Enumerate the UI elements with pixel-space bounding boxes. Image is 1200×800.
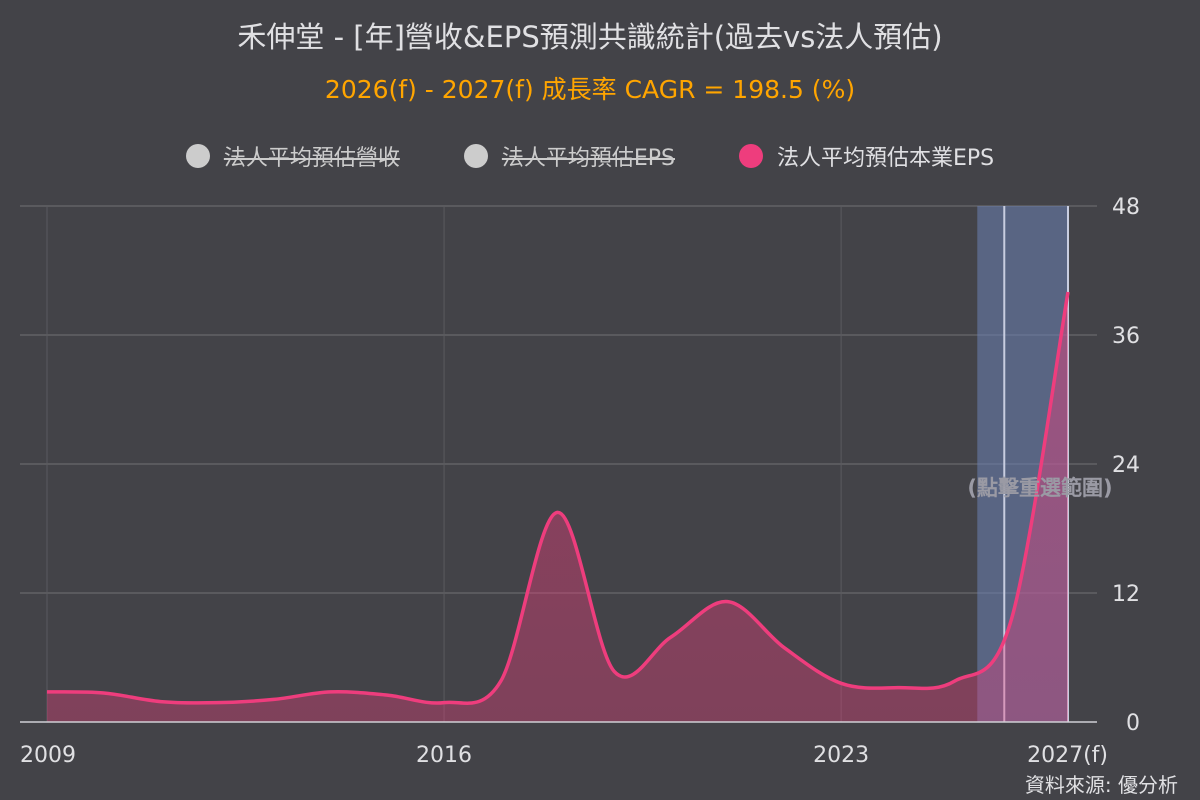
x-tick-label: 2027(f): [1027, 743, 1108, 768]
legend-label-eps: 法人平均預估EPS: [501, 146, 675, 171]
legend-item-core-eps[interactable]: 法人平均預估本業EPS: [739, 140, 994, 172]
legend: 法人平均預估營收 法人平均預估EPS 法人平均預估本業EPS: [0, 140, 1180, 172]
y-tick-label: 36: [1112, 324, 1140, 349]
selection-hint[interactable]: (點擊重選範圍): [967, 476, 1112, 500]
legend-label-revenue: 法人平均預估營收: [223, 146, 400, 171]
chart-title: 禾伸堂 - [年]營收&EPS預測共識統計(過去vs法人預估): [237, 20, 943, 54]
y-tick-label: 24: [1112, 453, 1140, 478]
legend-item-revenue[interactable]: 法人平均預估營收: [185, 140, 400, 172]
legend-dot-icon: [185, 144, 210, 168]
x-tick-label: 2016: [416, 743, 472, 768]
y-tick-label: 48: [1112, 195, 1140, 220]
series-line-core-eps[interactable]: [46, 291, 1070, 705]
y-tick-label: 12: [1112, 582, 1140, 607]
legend-dot-icon: [739, 144, 763, 168]
x-tick-label: 2023: [813, 743, 869, 768]
chart-subtitle: 2026(f) - 2027(f) 成長率 CAGR = 198.5 (%): [324, 75, 856, 104]
y-tick-label: 0: [1126, 711, 1140, 736]
data-source: 資料來源: 優分析: [1024, 773, 1178, 797]
series-area-core-eps: [47, 292, 1068, 722]
legend-item-eps[interactable]: 法人平均預估EPS: [463, 140, 675, 172]
legend-dot-icon: [463, 144, 488, 168]
legend-label-core-eps: 法人平均預估本業EPS: [777, 146, 995, 171]
x-tick-label: 2009: [20, 743, 76, 768]
